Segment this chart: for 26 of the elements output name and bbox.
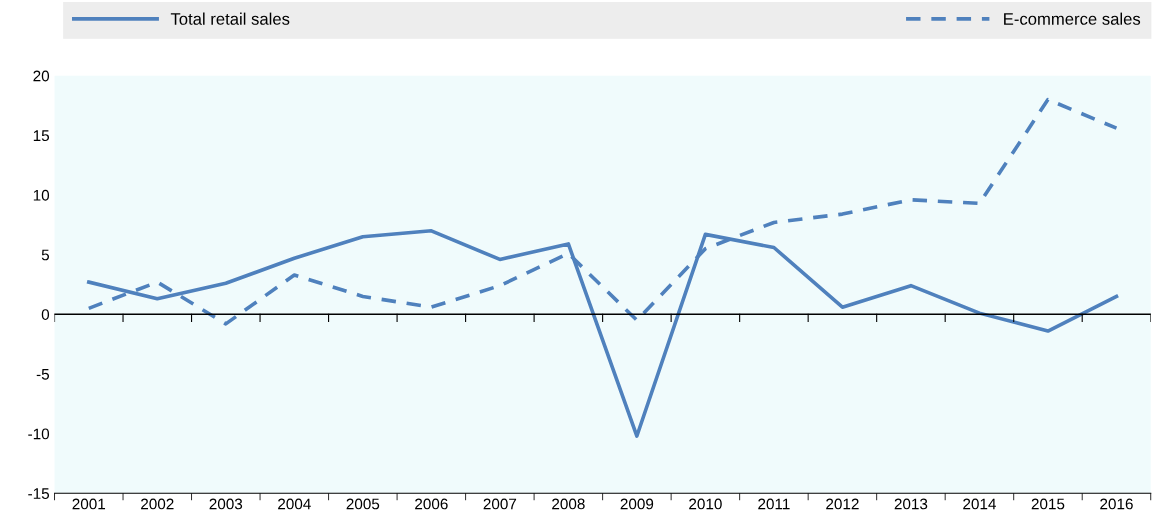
x-tick-label: 2008	[552, 498, 585, 510]
y-tick-label: 0	[41, 309, 50, 320]
x-tick-label: 2010	[689, 498, 722, 510]
y-tick-label: -10	[28, 428, 50, 440]
legend-label: E-commerce sales	[1004, 12, 1141, 25]
x-tick-label: 2003	[209, 498, 243, 510]
x-tick-label: 2002	[141, 498, 174, 510]
y-tick-label: 20	[33, 70, 50, 82]
y-tick-label: -5	[36, 369, 50, 380]
x-tick-label: 2012	[826, 498, 859, 510]
y-tick-label: 5	[41, 249, 50, 261]
x-tick-label: 2011	[758, 498, 790, 510]
x-tick-label: 2016	[1100, 498, 1133, 510]
x-tick-label: 2005	[346, 498, 380, 510]
x-tick-label: 2015	[1031, 498, 1065, 510]
y-tick-label: 10	[33, 189, 50, 201]
x-tick-label: 2004	[278, 498, 311, 510]
y-tick-label: 15	[33, 130, 50, 142]
legend-label: Total retail sales	[170, 12, 290, 25]
y-tick-label: -15	[28, 488, 50, 499]
x-tick-label: 2001	[72, 498, 106, 510]
x-tick-label: 2007	[483, 498, 517, 510]
x-tick-label: 2006	[415, 498, 448, 510]
x-tick-label: 2014	[963, 498, 996, 510]
x-tick-label: 2013	[894, 498, 928, 510]
x-tick-label: 2009	[620, 498, 654, 510]
